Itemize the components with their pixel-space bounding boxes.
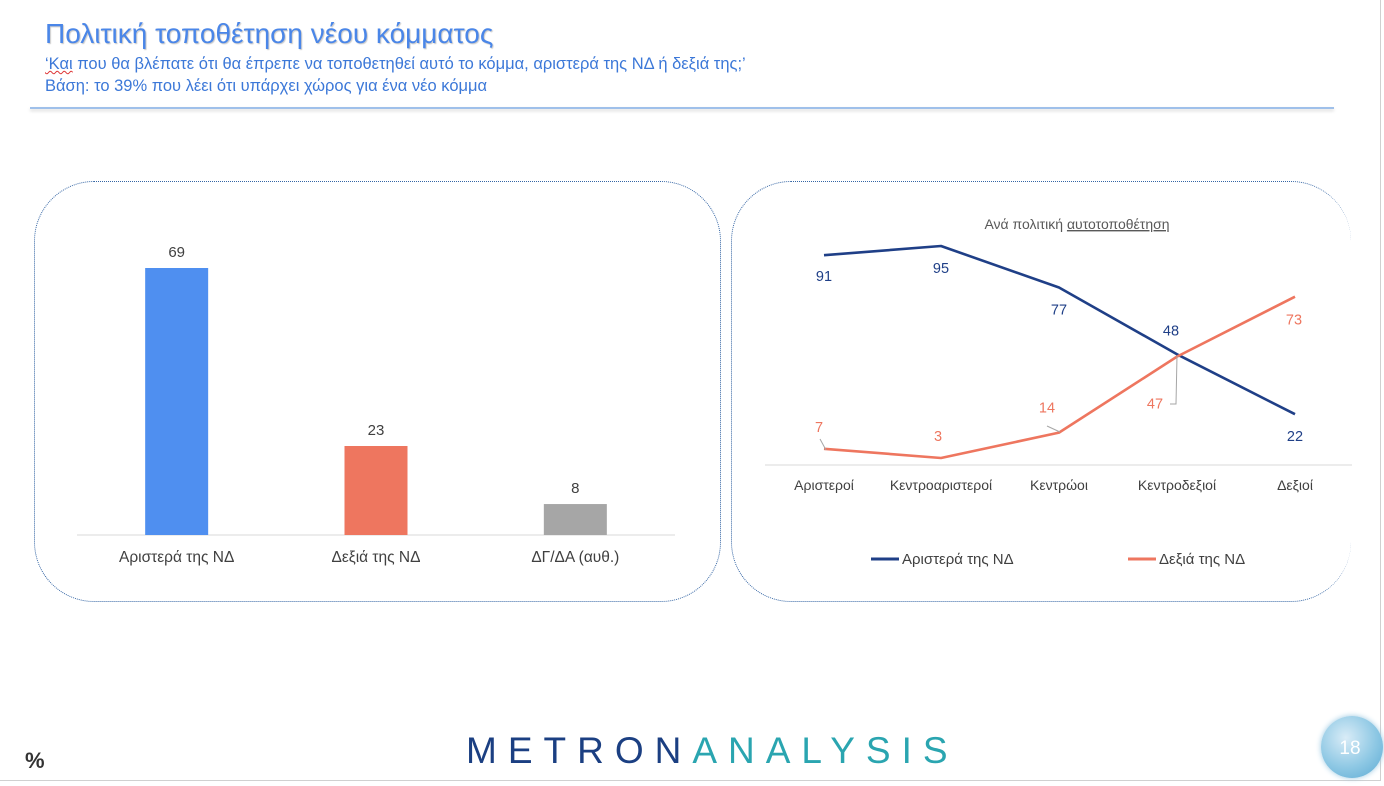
leader-line <box>819 438 827 451</box>
series-line-left-of-nd <box>823 244 1296 416</box>
logo-part-analysis: ANALYSIS <box>692 730 959 771</box>
bar-chart-panel <box>34 181 721 602</box>
page-number-badge: 18 <box>1321 716 1383 778</box>
bar-category-label: ΔΓ/ΔΑ (αυθ.) <box>531 549 619 566</box>
subtitle-mark: ‘Και <box>45 55 73 73</box>
line-data-label: 14 <box>1039 401 1055 417</box>
base-note: Βάση: το 39% που λέει ότι υπάρχει χώρος … <box>45 77 488 95</box>
line-category-label: Κεντροδεξιοί <box>1138 477 1216 493</box>
line-data-label: 7 <box>815 420 823 436</box>
slide-subtitle: ‘Και που θα βλέπατε ότι θα έπρεπε να τοπ… <box>45 55 746 74</box>
line-category-label: Κεντροαριστεροί <box>890 477 992 493</box>
bar <box>145 268 209 535</box>
legend-label: Δεξιά της ΝΔ <box>1159 551 1245 568</box>
leader-line <box>1046 425 1061 433</box>
line-chart-title-word: αυτοτοποθέτηση <box>1067 216 1170 232</box>
bar-category-label: Αριστερά της ΝΔ <box>119 549 234 566</box>
line-chart-title-prefix: Ανά πολιτική <box>984 216 1066 232</box>
legend-label: Αριστερά της ΝΔ <box>902 551 1014 568</box>
bar-value-label: 8 <box>571 480 579 497</box>
logo-part-metron: METRON <box>466 730 693 771</box>
line-data-label: 91 <box>816 269 832 285</box>
page-number: 18 <box>1339 738 1361 759</box>
line-data-label: 47 <box>1147 397 1163 413</box>
percent-sign: % <box>25 748 45 773</box>
line-chart-panel <box>731 181 1351 602</box>
bar-value-label: 23 <box>368 422 385 439</box>
line-category-label: Κεντρώοι <box>1030 477 1088 493</box>
subtitle-text: που θα βλέπατε ότι θα έπρεπε να τοποθετη… <box>72 55 746 73</box>
line-category-label: Αριστεροί <box>794 477 854 493</box>
line-data-label: 22 <box>1287 429 1303 445</box>
line-data-label: 48 <box>1163 323 1179 339</box>
series-line-right-of-nd <box>823 295 1296 460</box>
line-chart-title: Ανά πολιτική αυτοτοποθέτηση <box>984 216 1169 232</box>
bar-value-label: 69 <box>168 244 185 261</box>
line-data-label: 95 <box>933 261 949 277</box>
line-data-label: 77 <box>1051 302 1067 318</box>
slide-title: Πολιτική τοποθέτηση νέου κόμματος <box>45 18 494 49</box>
leader-line <box>1170 355 1178 405</box>
bar <box>543 504 607 535</box>
line-data-label: 73 <box>1286 313 1302 329</box>
line-category-label: Δεξιοί <box>1277 477 1313 493</box>
bar-category-label: Δεξιά της ΝΔ <box>332 549 421 566</box>
metron-analysis-logo: METRONANALYSIS <box>466 730 959 772</box>
bar <box>344 446 408 535</box>
title-divider <box>30 107 1334 109</box>
line-data-label: 3 <box>934 429 942 445</box>
